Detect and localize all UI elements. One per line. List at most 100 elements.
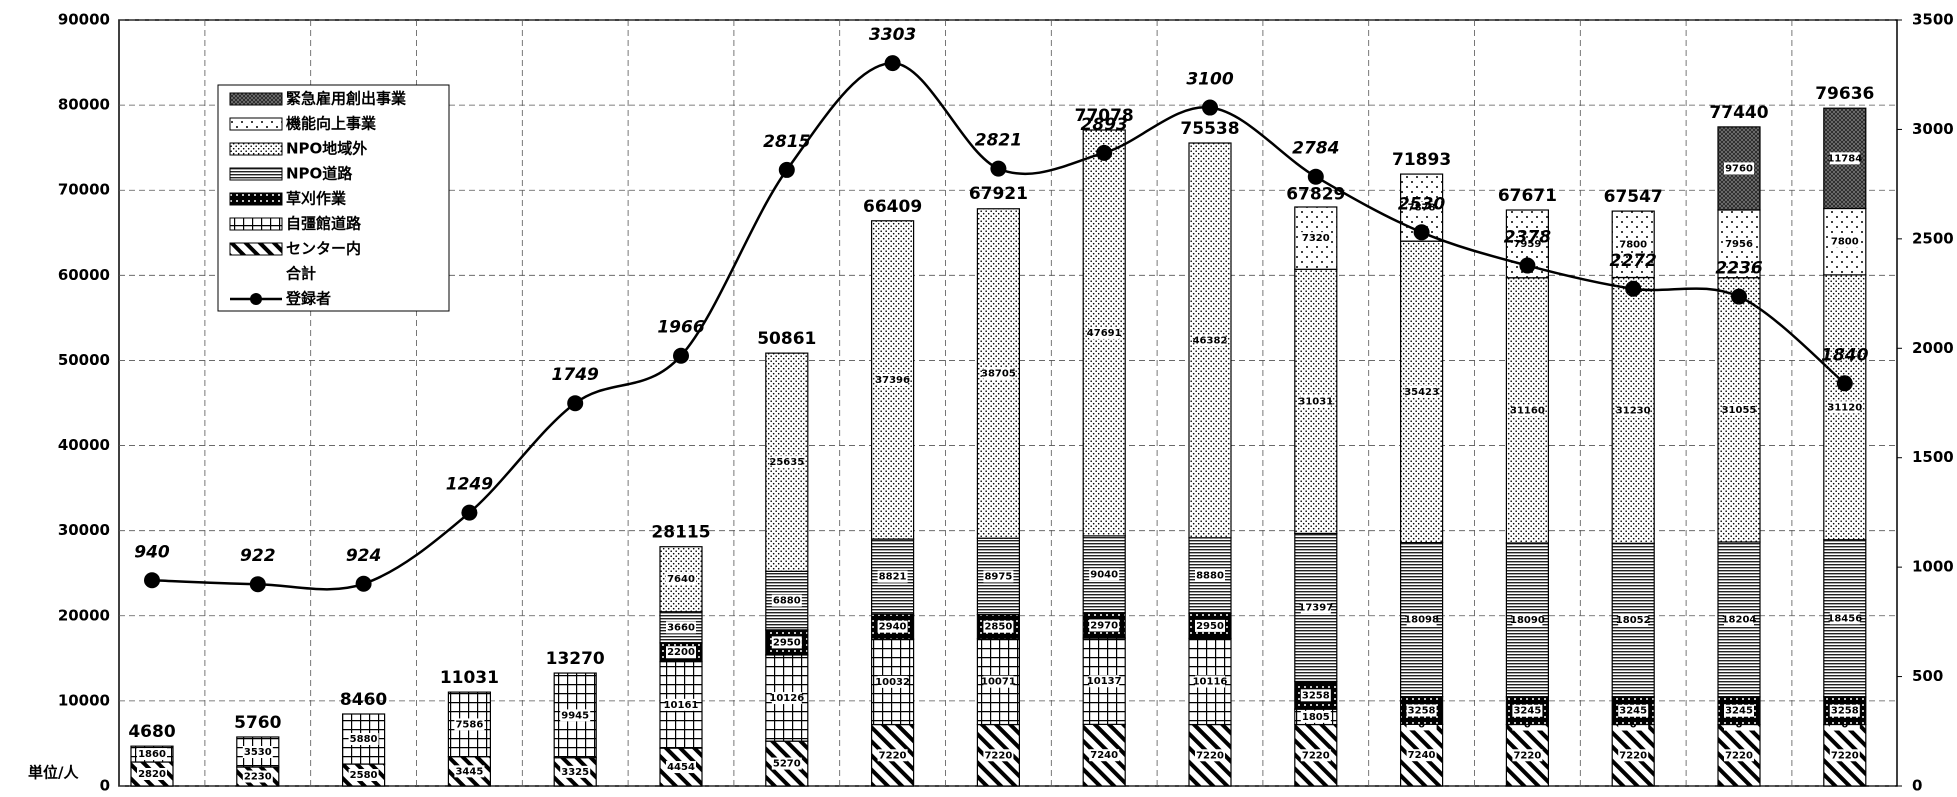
segment-label-bg bbox=[1829, 704, 1860, 717]
segment-label-bg bbox=[1724, 704, 1754, 717]
segment-label-bg bbox=[983, 749, 1014, 762]
segment-label: 7220 bbox=[1513, 750, 1541, 761]
segment-label-bg bbox=[1406, 613, 1437, 626]
segment-label: 46382 bbox=[1193, 335, 1228, 346]
line-point bbox=[1307, 168, 1324, 185]
total-label: 67829 bbox=[1286, 185, 1345, 205]
legend-swatch bbox=[229, 92, 283, 106]
y2-tick-label: 0 bbox=[1912, 777, 1922, 794]
line-point bbox=[461, 504, 478, 521]
segment-label-bg bbox=[666, 646, 696, 659]
segment-label-bg bbox=[560, 709, 591, 722]
grid bbox=[119, 19, 1897, 787]
y2-tick-label: 1000 bbox=[1912, 558, 1954, 576]
segment-label: 17397 bbox=[1298, 602, 1333, 613]
legend-dot bbox=[250, 293, 262, 305]
line-point bbox=[1625, 280, 1642, 297]
line-point bbox=[144, 572, 160, 589]
segment-label: 2850 bbox=[984, 622, 1012, 633]
line-point bbox=[567, 395, 584, 412]
segment-label-bg bbox=[348, 769, 379, 782]
segment-label-bg bbox=[1512, 704, 1543, 717]
segment-label-bg bbox=[1195, 619, 1225, 632]
segment-label-bg bbox=[1724, 162, 1754, 175]
total-label: 67921 bbox=[969, 184, 1028, 204]
legend-swatch bbox=[229, 117, 283, 131]
y2-tick-label: 2500 bbox=[1912, 229, 1954, 247]
segment-label: 7640 bbox=[667, 574, 695, 585]
segment-label-bg bbox=[1195, 569, 1225, 582]
segment-label: 7240 bbox=[1090, 750, 1118, 761]
y2-tick-label: 3000 bbox=[1912, 120, 1954, 138]
segment-label: 18052 bbox=[1616, 615, 1651, 626]
segment-label: 7220 bbox=[879, 750, 907, 761]
segment-label-bg bbox=[877, 749, 908, 762]
legend-swatch bbox=[229, 192, 283, 206]
segment-label: 8975 bbox=[984, 571, 1012, 582]
line-point bbox=[884, 55, 901, 72]
segment-label-bg bbox=[666, 621, 696, 634]
segment-label: 7220 bbox=[984, 750, 1012, 761]
segment-label: 3245 bbox=[1513, 706, 1541, 717]
line-point bbox=[1519, 257, 1536, 274]
segment-label: 37396 bbox=[875, 375, 910, 386]
segment-label: 10116 bbox=[1193, 677, 1228, 688]
segment-label: 2970 bbox=[1090, 620, 1118, 631]
segment-label-bg bbox=[242, 770, 273, 783]
segment-label-bg bbox=[983, 367, 1014, 380]
y-tick-label: 20000 bbox=[58, 606, 110, 624]
segment-label-bg bbox=[560, 765, 591, 778]
y-tick-label: 40000 bbox=[58, 436, 110, 454]
segment-label: 5880 bbox=[350, 734, 378, 745]
line-value-label: 2893 bbox=[1081, 115, 1128, 135]
line-value-label: 2784 bbox=[1292, 139, 1339, 159]
line-value-label: 922 bbox=[240, 546, 276, 566]
total-label: 4680 bbox=[128, 722, 175, 742]
y2-tick-label: 500 bbox=[1912, 667, 1943, 685]
line-value-label: 2378 bbox=[1504, 228, 1551, 248]
segment-label: 2820 bbox=[138, 769, 166, 780]
segment-label-bg bbox=[666, 573, 696, 586]
segment-label: 9760 bbox=[1725, 163, 1753, 174]
segment-label-bg bbox=[137, 748, 167, 761]
segment-label: 2950 bbox=[773, 637, 801, 648]
legend-label: 草刈作業 bbox=[286, 190, 347, 208]
segment-label: 6880 bbox=[773, 596, 801, 607]
segment-label-bg bbox=[1618, 614, 1649, 627]
segment-label-bg bbox=[1618, 404, 1649, 417]
legend-swatch bbox=[229, 142, 283, 156]
segment-label: 3530 bbox=[244, 747, 272, 758]
segment-label: 18456 bbox=[1827, 613, 1862, 624]
segment-label: 5270 bbox=[773, 759, 801, 770]
segment-label-bg bbox=[983, 570, 1014, 583]
segment-label: 10126 bbox=[769, 693, 804, 704]
total-label: 79636 bbox=[1815, 84, 1874, 104]
segment-label-bg bbox=[1724, 237, 1754, 250]
total-label: 77078 bbox=[1075, 106, 1134, 126]
segment-label: 7320 bbox=[1302, 233, 1330, 244]
y2-tick-label: 2000 bbox=[1912, 339, 1954, 357]
segment-label: 7220 bbox=[1619, 750, 1647, 761]
segment-label-bg bbox=[1195, 334, 1225, 347]
line-point bbox=[1202, 99, 1218, 116]
total-label: 11031 bbox=[440, 668, 499, 688]
line-point bbox=[673, 347, 689, 364]
line-point bbox=[1836, 375, 1853, 392]
segment-label-bg bbox=[877, 373, 908, 386]
segment-label-bg bbox=[1089, 326, 1120, 339]
y-tick-label: 80000 bbox=[58, 96, 110, 114]
line-point bbox=[1413, 224, 1430, 241]
segment-label-bg bbox=[1300, 689, 1331, 702]
y2-tick-label: 3500 bbox=[1912, 11, 1954, 29]
segment-label-bg bbox=[771, 594, 802, 607]
line-point bbox=[249, 576, 266, 593]
y-tick-label: 0 bbox=[100, 777, 110, 794]
segment-label-bg bbox=[1195, 675, 1225, 688]
line bbox=[151, 61, 1846, 591]
segment-label: 7956 bbox=[1725, 239, 1753, 250]
line-point bbox=[355, 575, 372, 592]
segment-label: 3445 bbox=[455, 766, 483, 777]
segment-label: 31120 bbox=[1827, 402, 1862, 413]
segment-label-bg bbox=[1618, 238, 1649, 251]
line-point bbox=[1731, 288, 1747, 305]
